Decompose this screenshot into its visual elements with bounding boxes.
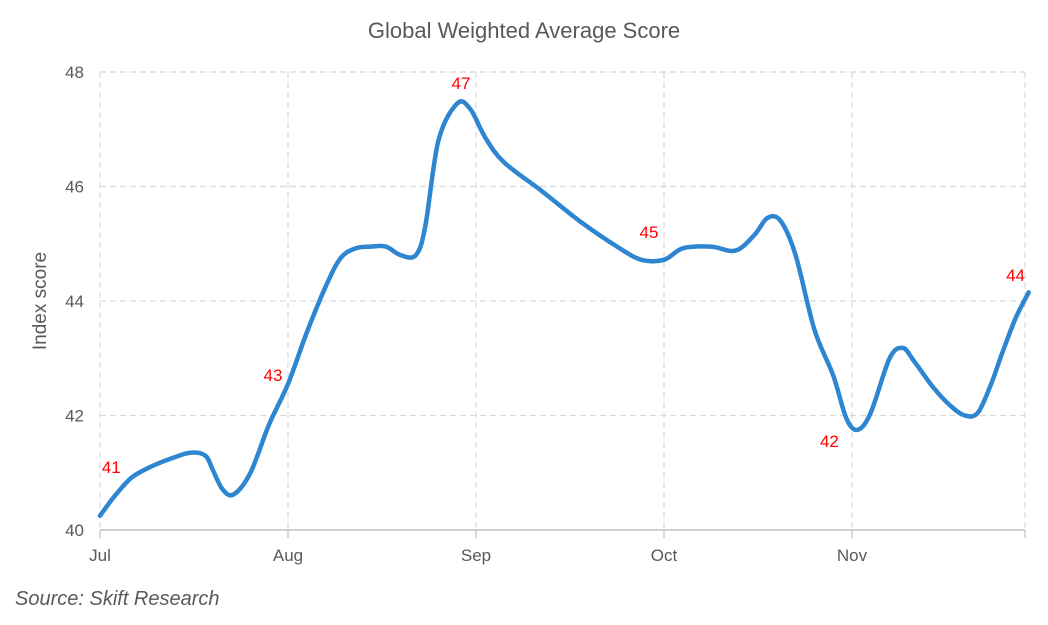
data-label: 42 bbox=[820, 432, 839, 451]
series bbox=[97, 99, 1031, 518]
y-tick-label: 48 bbox=[65, 63, 84, 82]
series-line bbox=[97, 99, 1031, 518]
x-tick-label: Aug bbox=[273, 546, 303, 565]
y-tick-label: 40 bbox=[65, 521, 84, 540]
data-label: 43 bbox=[263, 366, 282, 385]
data-labels: 41 43 47 45 42 44 bbox=[102, 74, 1025, 477]
data-label: 47 bbox=[451, 74, 470, 93]
x-axis-ticks: Jul Aug Sep Oct Nov bbox=[89, 529, 1026, 565]
x-tick-label: Nov bbox=[837, 546, 868, 565]
data-label: 41 bbox=[102, 458, 121, 477]
x-tick-label: Oct bbox=[651, 546, 678, 565]
data-label: 45 bbox=[639, 223, 658, 242]
chart-title: Global Weighted Average Score bbox=[368, 18, 680, 43]
x-tick-label: Jul bbox=[89, 546, 111, 565]
y-axis-label: Index score bbox=[30, 252, 51, 350]
y-tick-label: 42 bbox=[65, 407, 84, 426]
y-tick-label: 44 bbox=[65, 292, 84, 311]
source-note: Source: Skift Research bbox=[15, 588, 220, 610]
data-label: 44 bbox=[1006, 266, 1025, 285]
y-tick-label: 46 bbox=[65, 178, 84, 197]
x-tick-label: Sep bbox=[461, 546, 491, 565]
grid bbox=[99, 71, 1026, 530]
y-axis-ticks: 40 42 44 46 48 bbox=[65, 63, 84, 540]
